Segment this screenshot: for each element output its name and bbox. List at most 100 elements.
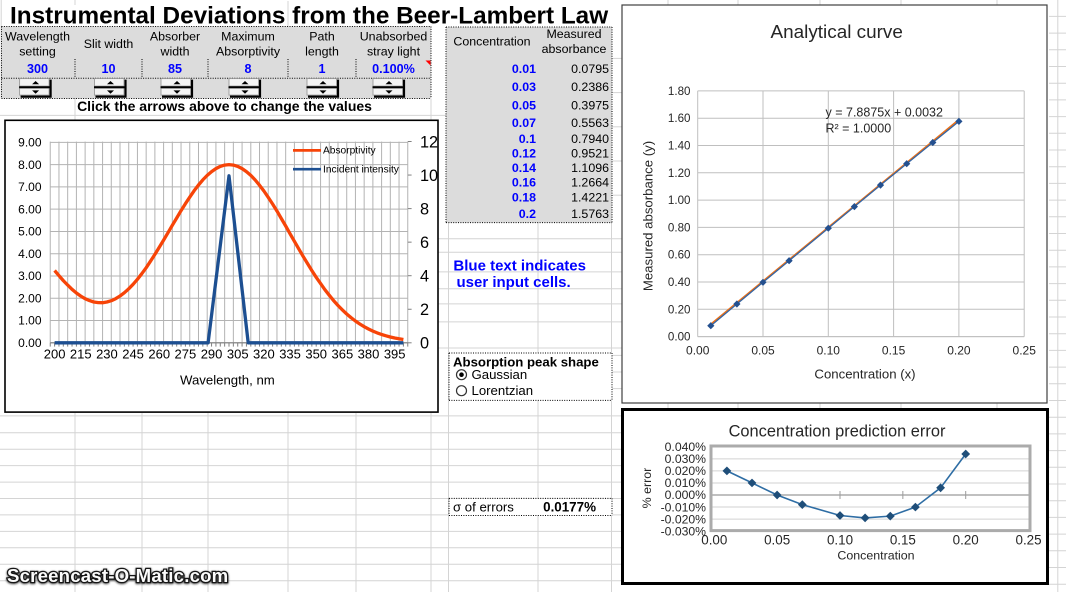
svg-text:0: 0 (420, 335, 429, 353)
svg-text:0.20: 0.20 (947, 344, 971, 358)
svg-text:305: 305 (227, 347, 249, 362)
svg-text:0.010%: 0.010% (665, 476, 706, 490)
svg-text:Wavelength, nm: Wavelength, nm (180, 372, 275, 387)
svg-text:1.2664: 1.2664 (571, 176, 609, 190)
svg-text:% error: % error (640, 468, 654, 509)
svg-text:length: length (305, 45, 339, 59)
svg-text:0.3975: 0.3975 (571, 99, 609, 113)
svg-text:7.00: 7.00 (18, 180, 42, 194)
svg-text:10: 10 (101, 62, 115, 76)
svg-text:1.40: 1.40 (668, 140, 691, 153)
svg-text:1.1096: 1.1096 (571, 161, 609, 175)
svg-text:0.00: 0.00 (686, 344, 710, 358)
svg-text:1.20: 1.20 (668, 167, 691, 180)
svg-text:user input cells.: user input cells. (456, 274, 570, 291)
svg-text:4.00: 4.00 (18, 247, 42, 261)
svg-text:y = 7.8875x + 0.0032: y = 7.8875x + 0.0032 (826, 105, 944, 119)
svg-text:0.15: 0.15 (882, 344, 906, 358)
svg-text:Measured absorbance (y): Measured absorbance (y) (641, 141, 656, 291)
svg-text:0.030%: 0.030% (665, 452, 706, 466)
svg-text:335: 335 (279, 347, 301, 362)
svg-text:6: 6 (420, 234, 429, 252)
svg-text:0.07: 0.07 (512, 116, 536, 130)
svg-text:1.4221: 1.4221 (571, 191, 609, 205)
svg-text:Path: Path (309, 30, 335, 44)
svg-text:-0.010%: -0.010% (661, 500, 707, 514)
svg-text:8: 8 (244, 62, 251, 76)
svg-text:0.2: 0.2 (519, 207, 536, 221)
svg-text:1.00: 1.00 (18, 314, 42, 328)
svg-text:Slit width: Slit width (84, 37, 134, 51)
svg-text:setting: setting (19, 45, 56, 59)
svg-text:0.05: 0.05 (512, 99, 536, 113)
svg-text:Blue text indicates: Blue text indicates (453, 257, 586, 274)
svg-text:absorbance: absorbance (542, 42, 607, 56)
svg-text:Concentration: Concentration (453, 35, 530, 49)
svg-text:0.20: 0.20 (953, 533, 979, 548)
svg-text:0.00: 0.00 (668, 331, 691, 344)
svg-text:0.5563: 0.5563 (571, 116, 609, 130)
svg-text:0.9521: 0.9521 (571, 147, 609, 161)
svg-text:Measured: Measured (546, 27, 601, 41)
svg-text:230: 230 (96, 347, 118, 362)
svg-text:1.5763: 1.5763 (571, 207, 609, 221)
svg-text:Absorber: Absorber (150, 30, 200, 44)
svg-text:350: 350 (305, 347, 327, 362)
svg-text:0.14: 0.14 (512, 161, 536, 175)
svg-text:0.03: 0.03 (512, 80, 536, 94)
svg-text:0.2386: 0.2386 (571, 80, 609, 94)
svg-text:Instrumental Deviations from t: Instrumental Deviations from the Beer-La… (10, 3, 608, 30)
svg-text:10: 10 (420, 167, 438, 185)
svg-text:200: 200 (44, 347, 66, 362)
svg-text:260: 260 (148, 347, 170, 362)
svg-text:290: 290 (201, 347, 223, 362)
svg-text:0.0177%: 0.0177% (543, 499, 596, 514)
svg-text:2.00: 2.00 (18, 291, 42, 305)
svg-text:0.020%: 0.020% (665, 464, 706, 478)
svg-text:0.00: 0.00 (701, 533, 727, 548)
svg-text:σ of errors: σ of errors (453, 499, 514, 514)
svg-text:0.040%: 0.040% (665, 440, 706, 454)
svg-text:0.80: 0.80 (668, 221, 691, 234)
svg-text:320: 320 (253, 347, 275, 362)
svg-text:365: 365 (332, 347, 354, 362)
svg-text:4: 4 (420, 268, 429, 286)
svg-text:8.00: 8.00 (18, 158, 42, 172)
svg-text:0.000%: 0.000% (665, 488, 706, 502)
svg-text:275: 275 (175, 347, 197, 362)
svg-text:380: 380 (358, 347, 380, 362)
svg-text:395: 395 (384, 347, 406, 362)
svg-text:0.10: 0.10 (827, 533, 853, 548)
svg-text:3.00: 3.00 (18, 269, 42, 283)
svg-text:0.16: 0.16 (512, 176, 536, 190)
svg-text:0.60: 0.60 (668, 249, 691, 262)
svg-text:5.00: 5.00 (18, 225, 42, 239)
svg-text:0.0795: 0.0795 (571, 62, 609, 76)
svg-text:0.10: 0.10 (817, 344, 841, 358)
svg-text:0.05: 0.05 (751, 344, 775, 358)
svg-text:Incident intensity: Incident intensity (323, 164, 400, 175)
svg-text:stray light: stray light (367, 45, 421, 59)
svg-text:0.7940: 0.7940 (571, 132, 609, 146)
svg-text:0.12: 0.12 (512, 147, 536, 161)
svg-text:0.01: 0.01 (512, 62, 536, 76)
svg-text:0.00: 0.00 (18, 336, 42, 350)
svg-text:6.00: 6.00 (18, 202, 42, 216)
svg-text:0.15: 0.15 (890, 533, 916, 548)
svg-text:0.100%: 0.100% (372, 62, 415, 76)
svg-text:Absorptivity: Absorptivity (216, 45, 281, 59)
svg-text:0.25: 0.25 (1013, 344, 1037, 358)
svg-text:0.18: 0.18 (512, 191, 536, 205)
svg-text:-0.030%: -0.030% (661, 524, 707, 538)
svg-text:2: 2 (420, 301, 429, 319)
svg-text:9.00: 9.00 (18, 136, 42, 150)
svg-text:Unabsorbed: Unabsorbed (360, 30, 428, 44)
svg-text:245: 245 (122, 347, 144, 362)
svg-text:Click the arrows above to chan: Click the arrows above to change the val… (77, 98, 372, 114)
svg-text:0.05: 0.05 (764, 533, 790, 548)
svg-text:1.00: 1.00 (668, 194, 691, 207)
svg-text:Absorptivity: Absorptivity (323, 146, 377, 157)
svg-text:-0.020%: -0.020% (661, 512, 707, 526)
svg-text:0.40: 0.40 (668, 276, 691, 289)
svg-text:Screencast-O-Matic.com: Screencast-O-Matic.com (7, 565, 228, 586)
